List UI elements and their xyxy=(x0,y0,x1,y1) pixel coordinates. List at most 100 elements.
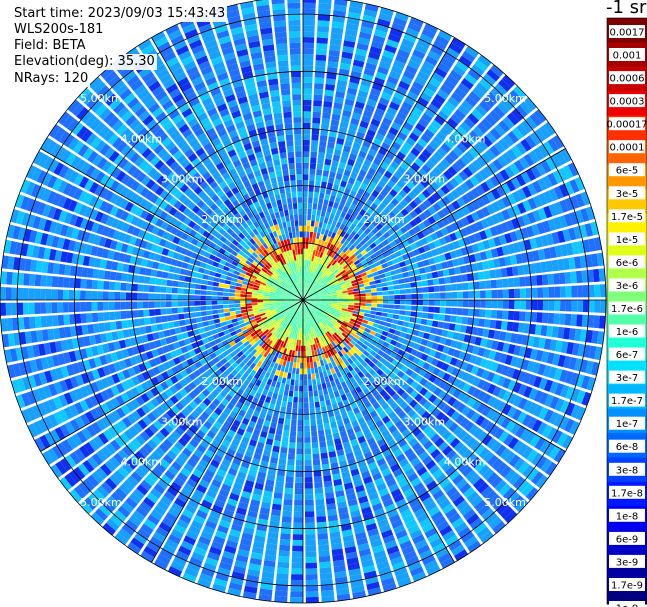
ppi-gate xyxy=(447,96,460,108)
ppi-gate xyxy=(506,321,514,332)
ppi-gate xyxy=(282,435,289,443)
ppi-gate xyxy=(471,108,484,121)
ppi-gate xyxy=(324,428,332,436)
ppi-gate xyxy=(487,329,495,339)
ppi-gate xyxy=(348,292,355,295)
ppi-gate xyxy=(424,266,432,273)
ppi-gate xyxy=(305,511,315,518)
ppi-gate xyxy=(386,236,394,244)
ppi-gate xyxy=(307,303,312,308)
ppi-gate xyxy=(317,366,323,373)
ppi-gate xyxy=(340,211,347,219)
ppi-gate xyxy=(371,82,383,92)
ppi-gate xyxy=(485,216,495,227)
ppi-gate xyxy=(376,561,390,570)
ppi-gate xyxy=(465,325,473,335)
ppi-gate xyxy=(338,506,349,515)
ppi-gate xyxy=(45,289,52,300)
ppi-gate xyxy=(402,271,409,278)
ppi-gate xyxy=(543,338,552,350)
ppi-gate xyxy=(319,192,325,200)
ppi-gate xyxy=(329,287,336,291)
ppi-gate xyxy=(481,260,490,270)
ppi-gate xyxy=(308,391,314,397)
ppi-gate xyxy=(499,353,508,364)
ppi-gate xyxy=(405,555,420,566)
ppi-gate xyxy=(475,415,486,426)
ppi-gate xyxy=(514,159,525,173)
ppi-gate xyxy=(155,316,162,324)
ppi-gate xyxy=(534,109,547,123)
ppi-gate xyxy=(477,347,486,357)
ppi-gate xyxy=(427,195,437,205)
ppi-gate xyxy=(571,342,580,356)
ppi-gate xyxy=(371,292,378,296)
ppi-gate xyxy=(17,302,24,315)
ppi-gate xyxy=(318,550,330,557)
ppi-gate xyxy=(160,301,166,308)
ppi-gate xyxy=(532,180,543,194)
ppi-gate xyxy=(345,23,359,32)
ppi-gate xyxy=(352,198,360,206)
ppi-gate xyxy=(419,421,429,431)
ppi-gate xyxy=(364,357,371,365)
ppi-gate xyxy=(477,379,486,390)
ppi-gate xyxy=(309,396,314,403)
ppi-gate xyxy=(455,158,467,169)
ppi-gate xyxy=(543,409,554,423)
ppi-gate xyxy=(384,503,396,513)
ppi-gate xyxy=(585,329,593,343)
ppi-gate xyxy=(359,501,371,510)
ppi-gate xyxy=(359,208,366,217)
ppi-gate xyxy=(345,249,352,256)
ppi-gate xyxy=(511,218,520,230)
ppi-gate xyxy=(314,296,320,299)
ppi-gate xyxy=(365,296,372,300)
ppi-gate xyxy=(303,59,314,66)
ppi-gate xyxy=(422,425,433,435)
ppi-gate xyxy=(109,321,117,331)
ppi-gate xyxy=(337,328,343,335)
ppi-gate xyxy=(29,273,36,286)
ppi-gate xyxy=(419,325,426,332)
ppi-gate xyxy=(570,404,581,419)
ppi-gate xyxy=(171,301,178,307)
ppi-gate xyxy=(340,369,346,376)
ppi-gate xyxy=(286,470,294,477)
ppi-gate xyxy=(535,349,544,362)
ppi-gate xyxy=(312,379,317,386)
ppi-gate xyxy=(574,328,582,342)
ppi-gate xyxy=(467,540,482,553)
ppi-gate xyxy=(314,300,321,302)
ppi-gate xyxy=(372,257,379,263)
ppi-gate xyxy=(377,518,389,528)
ppi-gate xyxy=(482,96,496,109)
ppi-gate xyxy=(271,416,278,423)
ppi-gate xyxy=(443,122,455,133)
ppi-gate xyxy=(518,156,530,170)
ppi-gate xyxy=(305,289,309,295)
ppi-gate xyxy=(370,284,377,289)
ppi-gate xyxy=(360,224,368,232)
ppi-gate xyxy=(400,266,408,273)
ppi-gate xyxy=(319,135,328,142)
ppi-gate xyxy=(425,82,438,93)
ppi-gate xyxy=(365,522,378,532)
ppi-gate xyxy=(370,118,381,127)
ppi-gate xyxy=(373,275,381,281)
ppi-gate xyxy=(370,467,380,476)
ppi-gate xyxy=(295,345,299,352)
ppi-gate xyxy=(342,295,349,298)
ppi-gate xyxy=(463,117,476,129)
ppi-gate xyxy=(304,431,311,438)
ppi-gate xyxy=(521,252,529,263)
ppi-gate xyxy=(305,574,318,581)
ppi-gate xyxy=(356,236,364,243)
ppi-gate xyxy=(131,301,138,309)
ppi-gate xyxy=(516,188,527,201)
ppi-gate xyxy=(367,333,375,340)
ppi-gate xyxy=(374,107,385,117)
ppi-gate xyxy=(357,371,365,379)
ppi-gate xyxy=(297,356,300,363)
ppi-gate xyxy=(307,293,313,297)
